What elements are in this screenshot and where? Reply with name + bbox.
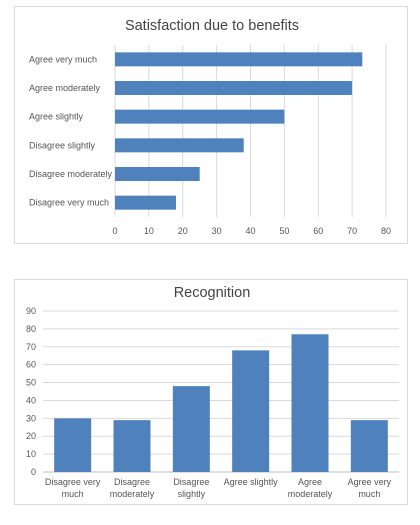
bar xyxy=(115,109,285,124)
y-tick-label: 40 xyxy=(26,395,36,405)
y-tick-label: 60 xyxy=(26,360,36,370)
y-category-label: Disagree very much xyxy=(29,198,109,208)
x-category-label: Agree xyxy=(298,477,322,487)
bar xyxy=(291,334,329,472)
x-tick-label: 20 xyxy=(178,226,188,236)
x-category-label: Agree slightly xyxy=(224,477,279,487)
y-tick-label: 10 xyxy=(26,449,36,459)
y-category-label: Agree slightly xyxy=(29,112,84,122)
bar xyxy=(115,81,353,95)
bar xyxy=(115,52,363,67)
bar xyxy=(172,386,210,472)
x-category-label: Agree very xyxy=(348,477,392,487)
x-category-label: Disagree xyxy=(173,477,209,487)
y-tick-label: 80 xyxy=(26,324,36,334)
bar xyxy=(115,167,200,181)
x-category-label: Disagree very xyxy=(45,477,101,487)
x-tick-label: 80 xyxy=(381,226,391,236)
x-tick-label: 50 xyxy=(279,226,289,236)
bar xyxy=(115,138,244,153)
x-tick-label: 70 xyxy=(347,226,357,236)
x-tick-label: 40 xyxy=(245,226,255,236)
x-category-label: much xyxy=(358,489,380,499)
benefits-chart: Satisfaction due to benefits 0 10 20 30 40 50… xyxy=(29,18,391,236)
x-tick-label: 10 xyxy=(144,226,154,236)
y-category-label: Disagree moderately xyxy=(29,169,113,179)
y-tick-label: 90 xyxy=(26,306,36,316)
y-tick-label: 70 xyxy=(26,342,36,352)
chart-title: Satisfaction due to benefits xyxy=(125,18,299,34)
benefits-chart-panel: Satisfaction due to benefits 0 10 20 30 40 50… xyxy=(14,6,408,244)
y-tick-label: 50 xyxy=(26,378,36,388)
chart-title: Recognition xyxy=(174,285,251,301)
y-category-label: Agree very much xyxy=(29,54,97,64)
x-tick-label: 30 xyxy=(212,226,222,236)
recognition-chart-panel: Recognition 0 10 20 30 40 50 60 70 80 90 Disagree … xyxy=(14,279,408,505)
y-tick-label: 0 xyxy=(31,467,36,477)
y-tick-label: 30 xyxy=(26,413,36,423)
x-tick-label: 60 xyxy=(313,226,323,236)
bar xyxy=(115,195,176,210)
y-category-label: Agree moderately xyxy=(29,83,101,93)
bar xyxy=(54,418,92,472)
x-category-label: slightly xyxy=(178,489,206,499)
x-category-label: Disagree xyxy=(114,477,150,487)
x-category-label: much xyxy=(62,489,84,499)
x-category-label: moderately xyxy=(110,489,155,499)
bar xyxy=(232,350,270,472)
y-tick-label: 20 xyxy=(26,431,36,441)
recognition-chart: Recognition 0 10 20 30 40 50 60 70 80 90 Disagree … xyxy=(26,285,399,499)
y-category-label: Disagree slightly xyxy=(29,140,96,150)
bar xyxy=(350,420,388,472)
x-category-label: moderately xyxy=(288,489,333,499)
bar xyxy=(113,420,151,472)
x-tick-label: 0 xyxy=(112,226,117,236)
